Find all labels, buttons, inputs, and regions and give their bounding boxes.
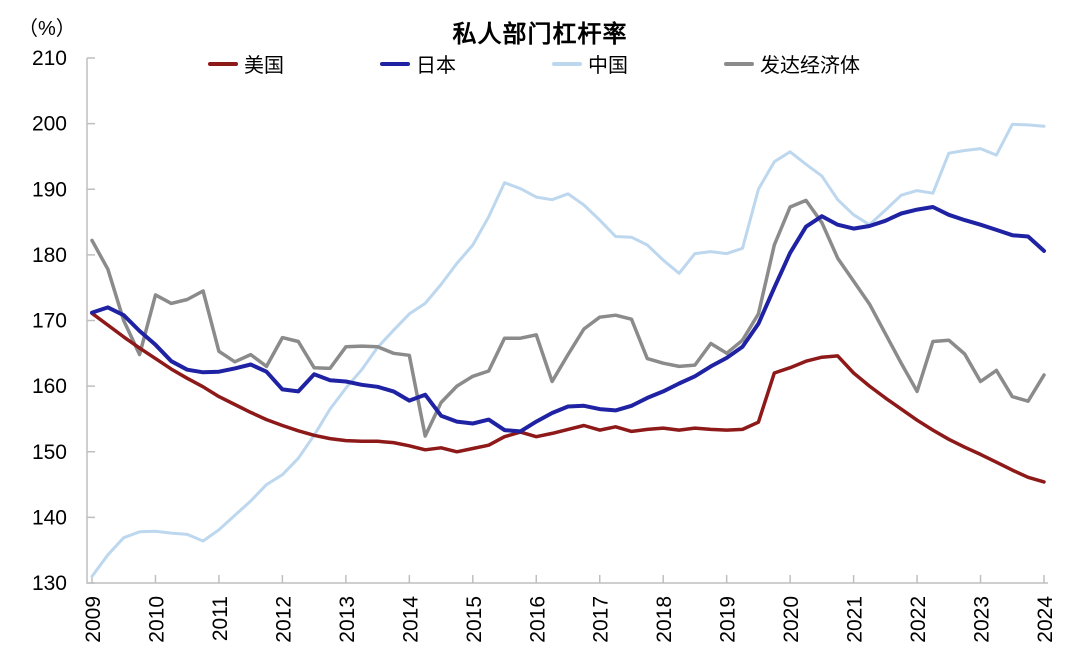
y-tick-label: 160 (32, 375, 67, 398)
x-tick-label: 2009 (82, 596, 105, 643)
y-tick-label: 210 (32, 47, 67, 70)
y-tick-label: 200 (32, 113, 67, 136)
x-tick-label: 2011 (209, 596, 232, 641)
legend-label-developed-economies: 发达经济体 (760, 55, 860, 77)
x-tick-label: 2017 (590, 596, 613, 643)
legend-label-japan: 日本 (416, 55, 456, 77)
legend-item-china: 中国 (552, 49, 628, 78)
y-tick-label: 190 (32, 178, 67, 201)
legend-marker-us-icon (208, 61, 238, 66)
legend-item-developed-economies: 发达经济体 (724, 49, 860, 78)
chart-title: 私人部门杠杆率 (452, 21, 628, 48)
x-tick-label: 2012 (272, 596, 295, 643)
x-tick-label: 2015 (463, 596, 486, 643)
x-tick-label: 2024 (1034, 596, 1057, 643)
axes (86, 58, 1048, 584)
x-tick-label: 2014 (399, 596, 422, 643)
x-tick-label: 2019 (717, 596, 740, 643)
legend: 美国 日本 中国 发达经济体 (208, 49, 860, 78)
y-tick-label: 180 (32, 244, 67, 267)
x-tick-label: 2010 (145, 596, 168, 643)
x-tick-label: 2021 (844, 596, 867, 643)
legend-item-us: 美国 (208, 49, 284, 78)
x-tick-label: 2020 (780, 596, 803, 643)
y-tick-label: 170 (32, 310, 67, 333)
legend-marker-japan-icon (380, 61, 410, 66)
china-line (90, 122, 1046, 578)
legend-marker-china-icon (552, 61, 582, 66)
y-tick-label: 130 (32, 572, 67, 595)
x-tick-label: 2022 (907, 596, 930, 643)
us-line (90, 311, 1046, 484)
legend-marker-developed-economies-icon (724, 61, 754, 66)
y-tick-label: 140 (32, 506, 67, 529)
legend-item-japan: 日本 (380, 49, 456, 78)
legend-label-china: 中国 (588, 55, 628, 77)
x-tick-label: 2013 (336, 596, 359, 643)
japan-line (90, 205, 1046, 434)
y-tick-label: 150 (32, 441, 67, 464)
y-axis-unit-label: （%） (18, 18, 76, 40)
x-tick-label: 2016 (526, 596, 549, 643)
x-tick-label: 2018 (653, 596, 676, 643)
x-tick-label: 2023 (971, 596, 994, 643)
developed-economies-line (90, 198, 1046, 438)
legend-label-us: 美国 (244, 55, 284, 77)
